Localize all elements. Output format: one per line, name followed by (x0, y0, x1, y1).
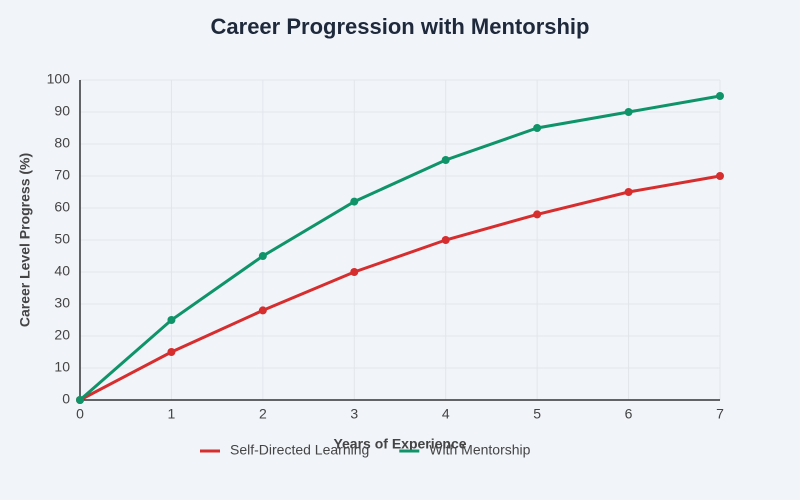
y-tick-label: 50 (54, 231, 70, 247)
data-point (350, 268, 359, 276)
data-point (167, 316, 176, 324)
x-tick-label: 1 (168, 406, 176, 422)
data-point (441, 236, 450, 244)
x-tick-label: 3 (350, 406, 358, 422)
legend-label[interactable]: With Mentorship (429, 442, 530, 458)
y-tick-label: 100 (47, 71, 71, 87)
data-point (716, 172, 724, 180)
y-tick-label: 70 (54, 167, 70, 183)
data-point (441, 156, 450, 164)
data-point (167, 348, 176, 356)
x-tick-label: 2 (259, 406, 267, 422)
y-tick-label: 80 (54, 135, 70, 151)
data-point (624, 108, 633, 116)
x-tick-label: 0 (76, 406, 84, 422)
series-line (79, 174, 721, 402)
y-tick-label: 10 (54, 359, 70, 375)
y-tick-label: 90 (54, 103, 70, 119)
x-tick-label: 7 (716, 406, 724, 422)
y-tick-label: 30 (54, 295, 70, 311)
y-tick-label: 0 (62, 391, 70, 407)
y-axis-label: Career Level Progress (%) (17, 153, 33, 327)
data-point (76, 396, 84, 404)
x-tick-label: 4 (442, 406, 450, 422)
chart-title: Career Progression with Mentorship (211, 14, 590, 39)
data-point (533, 210, 542, 219)
series-line (79, 94, 721, 402)
x-axis-label: Years of Experience (333, 436, 466, 452)
data-point (624, 188, 633, 196)
data-point (350, 197, 359, 206)
data-point (533, 124, 542, 132)
y-tick-label: 40 (54, 263, 70, 279)
data-point (258, 306, 267, 315)
data-point (258, 252, 267, 260)
data-point (716, 92, 724, 100)
y-tick-label: 60 (54, 199, 70, 215)
x-tick-label: 5 (533, 406, 541, 422)
legend-label[interactable]: Self-Directed Learning (230, 442, 369, 458)
x-tick-label: 6 (625, 406, 633, 422)
y-tick-label: 20 (54, 327, 70, 343)
